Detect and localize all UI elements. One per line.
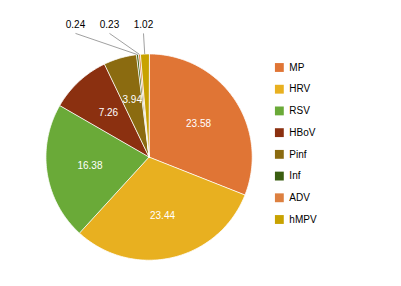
svg-text:Inf: Inf [289,170,300,181]
svg-text:RSV: RSV [289,105,310,116]
svg-text:ADV: ADV [289,192,310,203]
svg-text:HBoV: HBoV [289,127,315,138]
svg-text:0.23: 0.23 [100,19,120,30]
svg-text:hMPV: hMPV [289,214,317,225]
svg-text:1.02: 1.02 [134,19,154,30]
svg-text:3.94: 3.94 [122,94,142,105]
svg-text:23.58: 23.58 [186,118,211,129]
svg-text:7.26: 7.26 [99,107,119,118]
svg-text:MP: MP [289,62,304,73]
svg-text:0.24: 0.24 [66,19,86,30]
svg-text:Pinf: Pinf [289,149,306,160]
svg-text:HRV: HRV [289,83,310,94]
svg-text:16.38: 16.38 [77,160,102,171]
svg-text:23.44: 23.44 [150,210,175,221]
